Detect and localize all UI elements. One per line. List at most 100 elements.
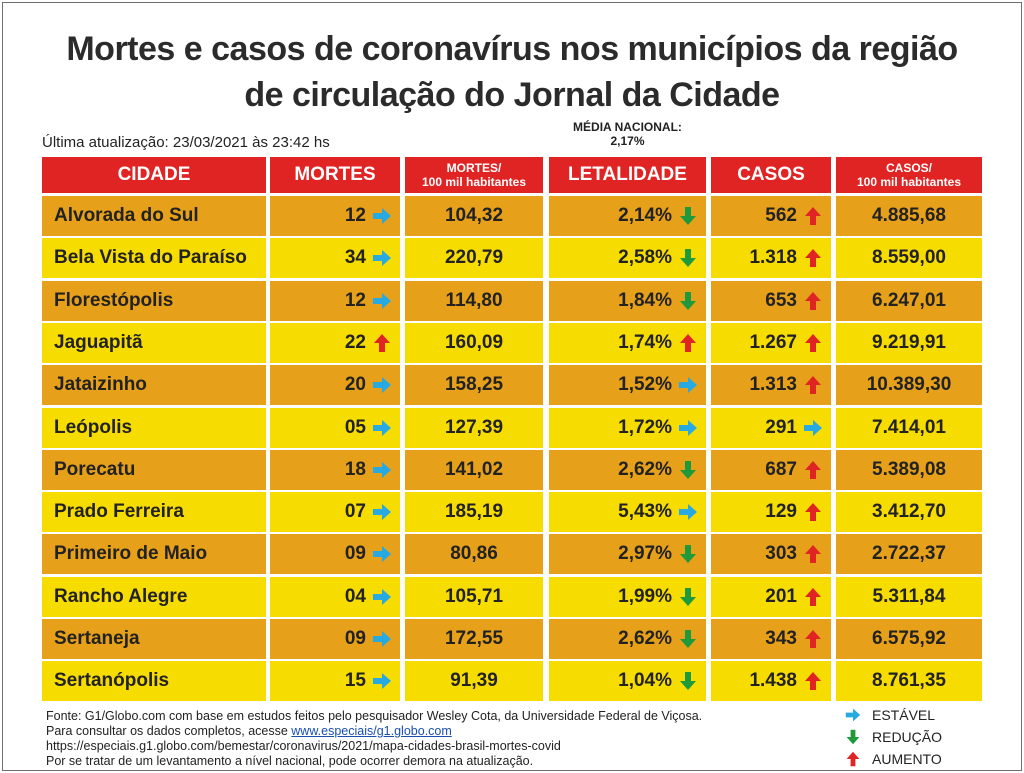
arrow-right-icon [373,588,391,605]
cell-city: Alvorada do Sul [42,196,266,236]
table-row: Jaguapitã 22 160,09 1,74% 1.267 9.219,91 [42,322,982,363]
arrow-up-icon [805,249,821,268]
footer-link[interactable]: www.especiais/g1.globo.com [291,724,452,738]
cell-m100-value: 141,02 [444,458,504,480]
cell-m100-value: 104,32 [444,205,504,226]
title-line-2: de circulação do Jornal da Cidade [244,76,780,114]
cell-mortes: 22 [270,322,400,363]
cell-m100-value: 127,39 [444,416,504,438]
title-line-1: Mortes e casos de coronavírus nos municí… [66,30,958,68]
arrow-down-icon [680,672,696,691]
table-row: Sertaneja 09 172,55 2,62% 343 6.575,92 [42,619,982,659]
cell-city-value: Primeiro de Maio [54,543,208,565]
cell-city-value: Leópolis [54,416,133,438]
cell-let-value: 1,84% [618,289,672,311]
cell-let-value: 2,58% [618,247,672,269]
cell-casos: 653 [711,280,831,321]
cell-mortes-value: 09 [344,543,366,565]
arrow-down-icon [680,249,696,268]
cell-casos: 303 [711,534,831,575]
arrow-right-icon [679,377,697,394]
cell-city-value: Florestópolis [54,289,174,311]
table-row: Sertanópolis 15 91,39 1,04% 1.438 8.761,35 [42,661,982,702]
footer-note: Por se tratar de um levantamento a nível… [46,754,534,768]
cell-casos-value: 1.267 [749,331,797,353]
cell-city: Jaguapitã [42,322,266,363]
arrow-down-icon [846,729,860,745]
cell-c100: 5.311,84 [836,576,982,617]
cell-let: 1,84% [549,280,706,321]
cell-m100: 80,86 [405,534,543,575]
cell-mortes: 05 [270,407,400,448]
cell-casos: 687 [711,449,831,490]
arrow-up-icon [805,291,821,310]
footer-source: Fonte: G1/Globo.com com base em estudos … [46,709,703,723]
cell-m100: 91,39 [405,661,543,702]
arrow-right-icon [373,419,391,436]
national-average-value: 2,17% [610,134,645,148]
header-casos-100mil-line1: CASOS/ [885,161,932,175]
cell-c100-value: 4.885,68 [872,205,946,226]
cell-mortes: 12 [270,196,400,236]
cell-c100-value: 8.761,35 [872,670,946,692]
arrow-down-icon [680,630,696,648]
cell-mortes-value: 07 [344,501,366,523]
arrow-up-icon [680,333,696,352]
cell-city: Bela Vista do Paraíso [42,238,266,279]
arrow-up-icon [846,751,860,767]
national-average: MÉDIA NACIONAL: 2,17% [560,120,695,148]
cell-m100-value: 91,39 [450,670,498,692]
cell-city-value: Sertanópolis [54,670,170,692]
table-row: Jataizinho 20 158,25 1,52% 1.313 10.389,30 [42,365,982,406]
cell-mortes: 12 [270,280,400,321]
cell-mortes-value: 34 [344,247,366,269]
cell-let-value: 1,52% [618,374,672,396]
arrow-right-icon [373,292,391,309]
legend-up: AUMENTO [844,751,942,767]
cell-let-value: 1,74% [618,331,672,353]
cell-casos: 201 [711,576,831,617]
cell-city: Sertaneja [42,619,266,659]
cell-c100-value: 5.389,08 [872,458,946,480]
table-row: Primeiro de Maio 09 80,86 2,97% 303 2.722,37 [42,534,982,575]
cell-casos-value: 343 [765,628,797,649]
cell-mortes: 09 [270,534,400,575]
arrow-up-icon [805,376,821,395]
legend-stable: ESTÁVEL [844,707,935,723]
cell-casos: 291 [711,407,831,448]
cell-mortes: 09 [270,619,400,659]
arrow-right-icon [845,708,861,722]
cell-city-value: Jataizinho [54,374,147,396]
header-casos-100mil-line2: 100 mil habitantes [856,175,962,189]
cell-c100-value: 5.311,84 [872,585,946,607]
cell-c100-value: 8.559,00 [872,247,946,269]
cell-let-value: 2,14% [618,205,672,226]
cell-casos-value: 1.318 [749,247,797,269]
header-casos: CASOS [711,157,831,193]
cell-mortes-value: 18 [344,458,366,480]
cell-casos: 343 [711,619,831,659]
cell-mortes-value: 12 [344,205,366,226]
cell-c100: 2.722,37 [836,534,982,575]
arrow-right-icon [373,504,391,521]
cell-let-value: 2,97% [618,543,672,565]
cell-casos: 1.267 [711,322,831,363]
arrow-down-icon [680,587,696,606]
cell-let-value: 2,62% [618,628,672,649]
cell-c100-value: 3.412,70 [872,501,946,523]
table-row: Porecatu 18 141,02 2,62% 687 5.389,08 [42,449,982,490]
cell-mortes: 34 [270,238,400,279]
cell-let: 2,62% [549,619,706,659]
footer-consult: Para consultar os dados completos, acess… [46,724,452,739]
arrow-right-icon [679,504,697,521]
cell-city-value: Sertaneja [54,628,140,649]
national-average-label: MÉDIA NACIONAL: [573,120,682,134]
cell-c100: 5.389,08 [836,449,982,490]
cell-city-value: Alvorada do Sul [54,205,199,226]
cell-let: 1,52% [549,365,706,406]
cell-casos-value: 1.438 [749,670,797,692]
arrow-right-icon [804,419,822,436]
cell-city: Porecatu [42,449,266,490]
arrow-down-icon [680,291,696,310]
